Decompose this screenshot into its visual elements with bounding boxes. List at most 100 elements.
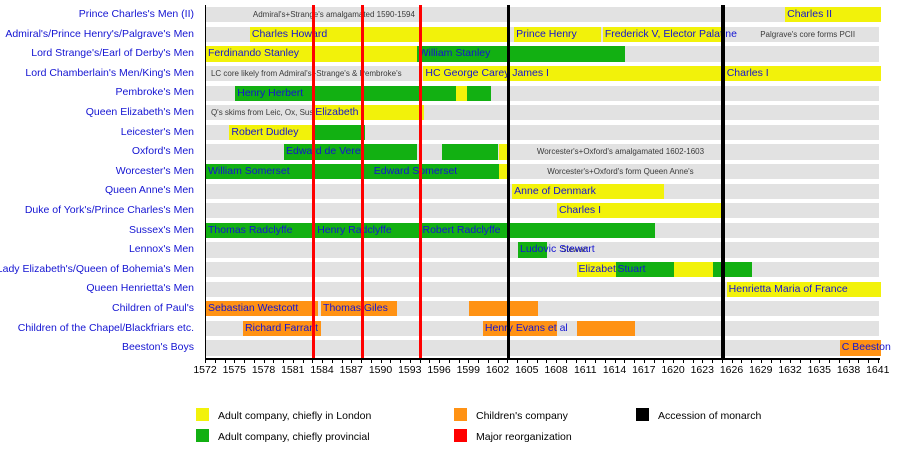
timeline-row: Richard Farrant Henry Evans et al bbox=[206, 319, 879, 339]
timeline-row: Elizabeth Stuart bbox=[206, 260, 879, 280]
timeline-bar[interactable]: Anne of Denmark bbox=[512, 183, 665, 199]
timeline-bar[interactable] bbox=[498, 163, 509, 180]
timeline-bar[interactable]: Ferdinando Stanley bbox=[206, 46, 417, 62]
axis-tick bbox=[214, 357, 216, 363]
timeline-bar[interactable]: Henry Evans et al bbox=[482, 320, 568, 336]
row-annotation: Worcester's+Oxford's form Queen Anne's bbox=[547, 166, 694, 176]
axis-tick bbox=[624, 357, 626, 363]
row-label: Queen Elizabeth's Men bbox=[85, 106, 194, 118]
axis-tick-label: 1635 bbox=[807, 364, 831, 376]
timeline-bar[interactable] bbox=[469, 301, 538, 317]
timeline-bar[interactable] bbox=[674, 261, 713, 278]
legend-label: Children's company bbox=[476, 410, 568, 422]
timeline-bar[interactable]: Richard Farrant bbox=[243, 320, 322, 336]
chart-legend: Adult company, chiefly in London Adult co… bbox=[196, 408, 896, 448]
axis-tick bbox=[751, 357, 753, 363]
axis-tick bbox=[526, 357, 528, 363]
row-background-band bbox=[206, 261, 879, 278]
axis-tick-label: 1608 bbox=[544, 364, 568, 376]
row-annotation: Q's skims from Leic, Ox, Sus bbox=[210, 108, 314, 118]
timeline-bar[interactable] bbox=[576, 320, 635, 336]
timeline-bar[interactable] bbox=[467, 85, 491, 101]
timeline-bar[interactable]: Henry Radclyffe bbox=[315, 222, 419, 238]
timeline-bar[interactable]: Edward Somerset bbox=[371, 163, 499, 180]
timeline-bar[interactable]: Robert Dudley bbox=[229, 124, 315, 140]
legend-swatch-accession-of-monarch bbox=[636, 408, 649, 421]
legend-item-major-reorganization[interactable]: Major reorganization bbox=[454, 429, 572, 443]
row-label: Children of the Chapel/Blackfriars etc. bbox=[17, 321, 194, 334]
timeline-bar[interactable]: Thomas Radclyffe bbox=[206, 222, 314, 238]
axis-tick bbox=[409, 357, 411, 363]
axis-tick bbox=[663, 357, 665, 363]
timeline-bar[interactable]: Charles I bbox=[724, 65, 881, 82]
timeline-bar[interactable] bbox=[314, 124, 365, 140]
timeline-bar[interactable]: Frederick V, Elector Palatine bbox=[602, 26, 737, 42]
timeline-bar[interactable] bbox=[441, 144, 499, 160]
timeline-bar[interactable]: Robert Radclyffe bbox=[420, 222, 655, 238]
axis-tick bbox=[273, 357, 275, 363]
event-marker-reorganization bbox=[311, 5, 315, 358]
timeline-bar[interactable]: Elizabeth I bbox=[313, 105, 425, 121]
timeline-bar[interactable] bbox=[498, 144, 509, 160]
axis-tick bbox=[400, 357, 402, 363]
timeline-bar[interactable]: HC George Carey bbox=[423, 65, 509, 82]
legend-label: Adult company, chiefly provincial bbox=[218, 431, 370, 443]
legend-item-adult-london[interactable]: Adult company, chiefly in London bbox=[196, 408, 371, 422]
axis-tick bbox=[780, 357, 782, 363]
event-marker-accession bbox=[506, 5, 511, 358]
timeline-bar[interactable]: Edward de Vere bbox=[284, 144, 417, 160]
timeline-bar[interactable]: Henrietta Maria of France bbox=[726, 281, 881, 297]
timeline-row: Ferdinando Stanley William Stanley bbox=[206, 44, 879, 64]
row-background-band bbox=[206, 340, 879, 356]
axis-tick bbox=[322, 357, 324, 363]
legend-swatch-adult-provincial bbox=[196, 429, 209, 442]
axis-tick bbox=[497, 357, 499, 363]
legend-item-adult-provincial[interactable]: Adult company, chiefly provincial bbox=[196, 429, 370, 443]
axis-tick bbox=[682, 357, 684, 363]
timeline-bar[interactable]: Ludovic Stewart bbox=[518, 242, 595, 258]
axis-tick-label: 1575 bbox=[222, 364, 246, 376]
timeline-bar[interactable]: Prince Henry bbox=[514, 26, 601, 42]
legend-item-childrens-company[interactable]: Children's company bbox=[454, 408, 568, 422]
timeline-bar[interactable]: William Stanley bbox=[416, 46, 626, 62]
row-annotation: Worcester's+Oxford's amalgamated 1602-16… bbox=[536, 147, 705, 157]
axis-tick bbox=[643, 357, 645, 363]
legend-swatch-childrens-company bbox=[454, 408, 467, 421]
timeline-row: Anne of Denmark bbox=[206, 181, 879, 201]
axis-tick bbox=[858, 357, 860, 363]
timeline-bar[interactable]: Sebastian Westcott bbox=[206, 301, 319, 317]
timeline-bar[interactable]: William Somerset bbox=[206, 163, 372, 180]
timeline-bar[interactable]: Charles II bbox=[785, 7, 881, 23]
axis-tick bbox=[302, 357, 304, 363]
axis-tick bbox=[234, 357, 236, 363]
axis-tick-label: 1581 bbox=[281, 364, 305, 376]
row-label: Children of Paul's bbox=[112, 302, 194, 314]
row-label: Lord Chamberlain's Men/King's Men bbox=[25, 66, 194, 79]
row-background-band bbox=[206, 124, 879, 140]
axis-tick bbox=[419, 357, 421, 363]
legend-item-accession-of-monarch[interactable]: Accession of monarch bbox=[636, 408, 761, 422]
timeline-bar[interactable]: Henry Herbert bbox=[235, 85, 456, 101]
axis-tick bbox=[283, 357, 285, 363]
axis-tick-label: 1587 bbox=[339, 364, 363, 376]
axis-tick bbox=[741, 357, 743, 363]
row-label: Oxford's Men bbox=[131, 145, 194, 158]
timeline-bar[interactable]: Stuart bbox=[615, 261, 674, 278]
timeline-row: Palgrave's core forms PCII Charles Howard… bbox=[206, 25, 879, 45]
timeline-bar[interactable]: Thomas Giles bbox=[321, 301, 398, 317]
timeline-bar[interactable]: Charles I bbox=[557, 203, 723, 219]
axis-tick bbox=[205, 357, 207, 363]
timeline-bar[interactable] bbox=[455, 85, 468, 101]
axis-tick bbox=[536, 357, 538, 363]
timeline-bar[interactable]: Charles Howard bbox=[249, 26, 511, 42]
timeline-bar[interactable]: James I bbox=[510, 65, 723, 82]
axis-tick-label: 1641 bbox=[866, 364, 890, 376]
timeline-bar[interactable]: Elizabeth bbox=[576, 261, 622, 278]
timeline-row: Thomas Radclyffe Henry Radclyffe Robert Ra… bbox=[206, 221, 879, 241]
timeline-bar[interactable] bbox=[713, 261, 752, 278]
row-label: Lennox's Men bbox=[128, 243, 194, 256]
row-annotation: LC core likely from Admiral's+Strange's … bbox=[210, 68, 402, 78]
axis-tick-label: 1593 bbox=[398, 364, 422, 376]
timeline-bar[interactable]: C Beeston bbox=[839, 340, 891, 356]
